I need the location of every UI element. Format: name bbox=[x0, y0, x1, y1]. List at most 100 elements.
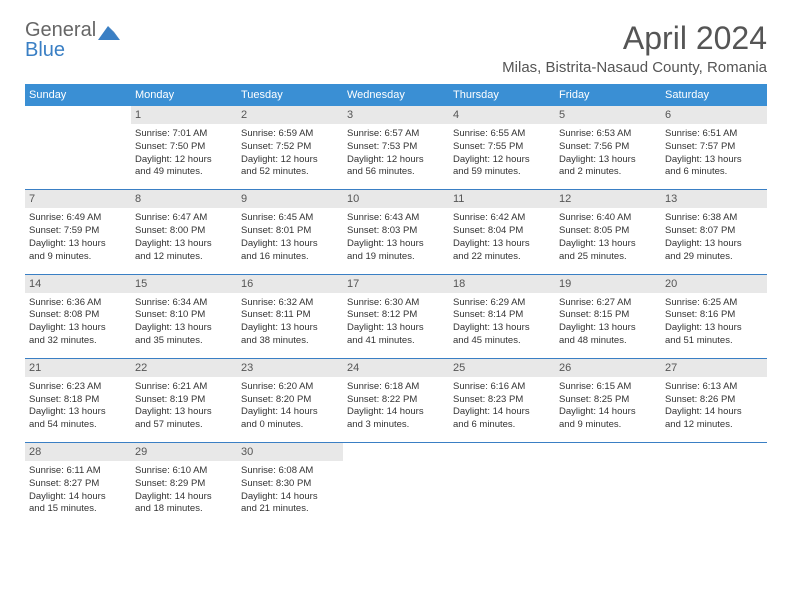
day-info-line: Daylight: 14 hours bbox=[241, 406, 339, 419]
day-info-line: Sunrise: 6:21 AM bbox=[135, 381, 233, 394]
day-cell: 22Sunrise: 6:21 AMSunset: 8:19 PMDayligh… bbox=[131, 359, 237, 443]
logo-line1: General bbox=[25, 20, 96, 40]
day-cell: 26Sunrise: 6:15 AMSunset: 8:25 PMDayligh… bbox=[555, 359, 661, 443]
day-info: Sunrise: 6:11 AMSunset: 8:27 PMDaylight:… bbox=[29, 464, 127, 516]
day-info-line: Sunrise: 6:18 AM bbox=[347, 381, 445, 394]
day-info-line: Sunset: 8:16 PM bbox=[665, 309, 763, 322]
day-info-line: Daylight: 13 hours bbox=[665, 322, 763, 335]
day-number: 12 bbox=[555, 190, 661, 208]
day-info-line: Sunrise: 6:10 AM bbox=[135, 465, 233, 478]
day-info-line: and 59 minutes. bbox=[453, 166, 551, 179]
day-info: Sunrise: 6:13 AMSunset: 8:26 PMDaylight:… bbox=[665, 380, 763, 432]
day-info: Sunrise: 6:38 AMSunset: 8:07 PMDaylight:… bbox=[665, 211, 763, 263]
day-info-line: Sunrise: 7:01 AM bbox=[135, 128, 233, 141]
day-cell: 7 Sunrise: 6:49 AMSunset: 7:59 PMDaylight… bbox=[25, 190, 131, 274]
day-info-line: Sunset: 8:05 PM bbox=[559, 225, 657, 238]
day-info-line: Sunrise: 6:49 AM bbox=[29, 212, 127, 225]
day-info-line: Sunrise: 6:38 AM bbox=[665, 212, 763, 225]
day-info-line: Daylight: 13 hours bbox=[29, 406, 127, 419]
day-info-line: Sunrise: 6:08 AM bbox=[241, 465, 339, 478]
day-number: 25 bbox=[449, 359, 555, 377]
day-cell bbox=[555, 443, 661, 526]
day-number: 13 bbox=[661, 190, 767, 208]
day-info-line: Sunset: 8:26 PM bbox=[665, 394, 763, 407]
day-info-line: Sunset: 8:23 PM bbox=[453, 394, 551, 407]
day-info-line: Sunrise: 6:40 AM bbox=[559, 212, 657, 225]
day-info-line: Daylight: 14 hours bbox=[347, 406, 445, 419]
day-number: 16 bbox=[237, 275, 343, 293]
day-number: 14 bbox=[25, 275, 131, 293]
day-info: Sunrise: 6:16 AMSunset: 8:23 PMDaylight:… bbox=[453, 380, 551, 432]
day-info-line: and 15 minutes. bbox=[29, 503, 127, 516]
day-header: Wednesday bbox=[343, 84, 449, 106]
day-info-line: Daylight: 14 hours bbox=[453, 406, 551, 419]
day-cell: 29Sunrise: 6:10 AMSunset: 8:29 PMDayligh… bbox=[131, 443, 237, 526]
day-info-line: Daylight: 13 hours bbox=[453, 238, 551, 251]
day-number: 26 bbox=[555, 359, 661, 377]
day-number: 7 bbox=[25, 190, 131, 208]
day-info-line: Daylight: 13 hours bbox=[241, 322, 339, 335]
day-cell: 23Sunrise: 6:20 AMSunset: 8:20 PMDayligh… bbox=[237, 359, 343, 443]
day-number: 24 bbox=[343, 359, 449, 377]
day-header-row: Sunday Monday Tuesday Wednesday Thursday… bbox=[25, 84, 767, 106]
day-info-line: Sunrise: 6:53 AM bbox=[559, 128, 657, 141]
week-row: 21Sunrise: 6:23 AMSunset: 8:18 PMDayligh… bbox=[25, 359, 767, 443]
day-info: Sunrise: 6:27 AMSunset: 8:15 PMDaylight:… bbox=[559, 296, 657, 348]
day-cell: 1Sunrise: 7:01 AMSunset: 7:50 PMDaylight… bbox=[131, 106, 237, 190]
day-info-line: Daylight: 13 hours bbox=[559, 322, 657, 335]
day-cell: 16 Sunrise: 6:32 AMSunset: 8:11 PMDayligh… bbox=[237, 275, 343, 359]
day-info-line: and 12 minutes. bbox=[665, 419, 763, 432]
day-info-line: and 38 minutes. bbox=[241, 335, 339, 348]
day-info-line: Sunset: 8:18 PM bbox=[29, 394, 127, 407]
day-info-line: Sunrise: 6:51 AM bbox=[665, 128, 763, 141]
day-number: 19 bbox=[555, 275, 661, 293]
day-info-line: Daylight: 13 hours bbox=[29, 238, 127, 251]
day-header: Sunday bbox=[25, 84, 131, 106]
location: Milas, Bistrita-Nasaud County, Romania bbox=[502, 59, 767, 76]
day-info: Sunrise: 6:21 AMSunset: 8:19 PMDaylight:… bbox=[135, 380, 233, 432]
day-info: Sunrise: 6:32 AMSunset: 8:11 PMDaylight:… bbox=[241, 296, 339, 348]
day-number: 17 bbox=[343, 275, 449, 293]
day-header: Tuesday bbox=[237, 84, 343, 106]
day-number: 8 bbox=[131, 190, 237, 208]
day-info: Sunrise: 6:30 AMSunset: 8:12 PMDaylight:… bbox=[347, 296, 445, 348]
day-cell: 2Sunrise: 6:59 AMSunset: 7:52 PMDaylight… bbox=[237, 106, 343, 190]
week-row: 28Sunrise: 6:11 AMSunset: 8:27 PMDayligh… bbox=[25, 443, 767, 526]
day-info-line: Sunrise: 6:42 AM bbox=[453, 212, 551, 225]
day-info: Sunrise: 6:49 AMSunset: 7:59 PMDaylight:… bbox=[29, 211, 127, 263]
day-info-line: Sunrise: 6:45 AM bbox=[241, 212, 339, 225]
day-info: Sunrise: 6:10 AMSunset: 8:29 PMDaylight:… bbox=[135, 464, 233, 516]
day-info-line: and 16 minutes. bbox=[241, 251, 339, 264]
day-info-line: Sunrise: 6:20 AM bbox=[241, 381, 339, 394]
day-info-line: Sunset: 7:52 PM bbox=[241, 141, 339, 154]
day-number: 6 bbox=[661, 106, 767, 124]
day-info: Sunrise: 6:45 AMSunset: 8:01 PMDaylight:… bbox=[241, 211, 339, 263]
day-info-line: Daylight: 13 hours bbox=[665, 154, 763, 167]
title-area: April 2024 Milas, Bistrita-Nasaud County… bbox=[502, 20, 767, 76]
day-info-line: and 32 minutes. bbox=[29, 335, 127, 348]
day-info-line: Sunrise: 6:27 AM bbox=[559, 297, 657, 310]
day-info-line: and 22 minutes. bbox=[453, 251, 551, 264]
day-info-line: Sunset: 8:10 PM bbox=[135, 309, 233, 322]
day-info-line: Daylight: 12 hours bbox=[453, 154, 551, 167]
day-number: 4 bbox=[449, 106, 555, 124]
day-info-line: and 35 minutes. bbox=[135, 335, 233, 348]
day-info-line: and 25 minutes. bbox=[559, 251, 657, 264]
day-header: Monday bbox=[131, 84, 237, 106]
day-info-line: Sunset: 8:04 PM bbox=[453, 225, 551, 238]
day-number: 30 bbox=[237, 443, 343, 461]
day-info-line: and 18 minutes. bbox=[135, 503, 233, 516]
day-info: Sunrise: 6:23 AMSunset: 8:18 PMDaylight:… bbox=[29, 380, 127, 432]
day-cell: 28Sunrise: 6:11 AMSunset: 8:27 PMDayligh… bbox=[25, 443, 131, 526]
day-info-line: Sunset: 8:11 PM bbox=[241, 309, 339, 322]
day-info-line: Sunset: 8:30 PM bbox=[241, 478, 339, 491]
day-info-line: Daylight: 12 hours bbox=[347, 154, 445, 167]
day-info-line: Sunrise: 6:25 AM bbox=[665, 297, 763, 310]
day-info-line: Sunset: 7:50 PM bbox=[135, 141, 233, 154]
day-cell: 6Sunrise: 6:51 AMSunset: 7:57 PMDaylight… bbox=[661, 106, 767, 190]
day-cell: 24Sunrise: 6:18 AMSunset: 8:22 PMDayligh… bbox=[343, 359, 449, 443]
day-info-line: and 21 minutes. bbox=[241, 503, 339, 516]
day-info-line: Sunrise: 6:16 AM bbox=[453, 381, 551, 394]
day-info-line: Sunrise: 6:30 AM bbox=[347, 297, 445, 310]
day-info: Sunrise: 7:01 AMSunset: 7:50 PMDaylight:… bbox=[135, 127, 233, 179]
